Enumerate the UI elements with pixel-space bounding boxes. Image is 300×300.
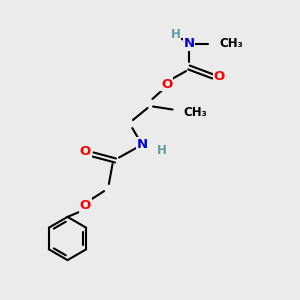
Text: O: O: [80, 145, 91, 158]
Text: N: N: [183, 37, 195, 50]
Text: CH₃: CH₃: [220, 37, 243, 50]
Text: N: N: [137, 137, 148, 151]
Text: H: H: [171, 28, 180, 41]
Text: CH₃: CH₃: [183, 106, 207, 119]
Text: H: H: [157, 143, 167, 157]
Text: O: O: [213, 70, 225, 83]
Text: O: O: [161, 77, 172, 91]
Text: O: O: [80, 199, 91, 212]
